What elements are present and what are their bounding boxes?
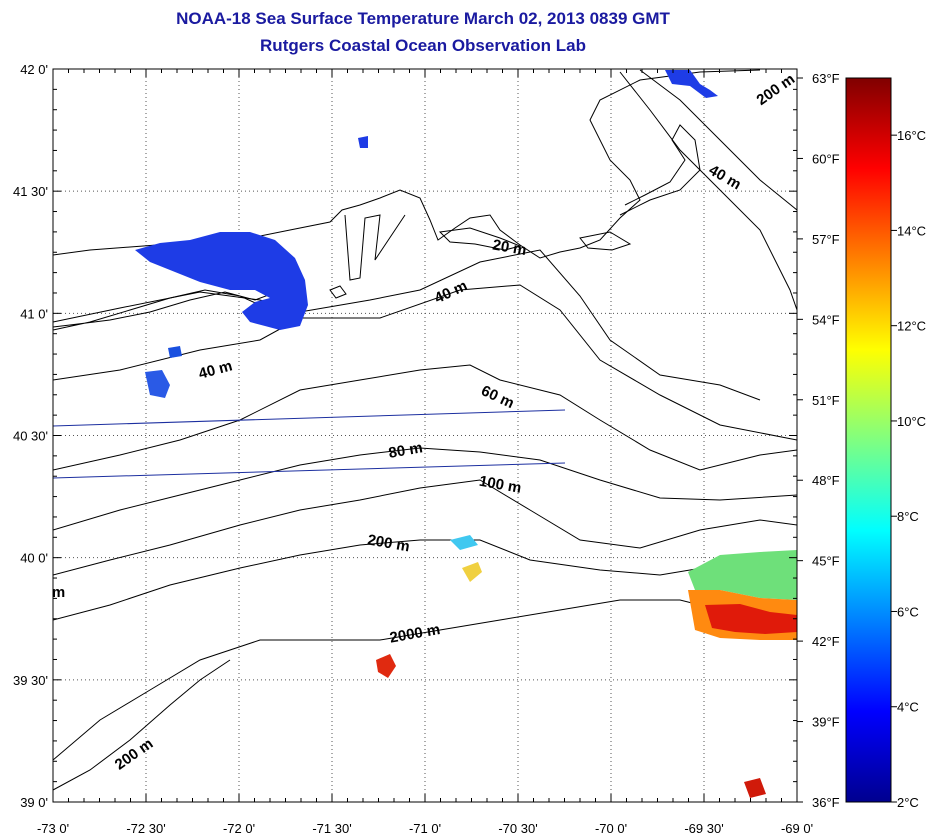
axis-tick-labels: -73 0' -72 30' -72 0' -71 30' -71 0' -70 30' -… — [13, 62, 813, 836]
lon-tick-label: -72 0' — [223, 821, 255, 836]
contour-200m — [53, 539, 797, 621]
map-subtitle: Rutgers Coastal Ocean Observation Lab — [260, 36, 586, 55]
colorbar-c-label: 2°C — [897, 795, 919, 810]
sst-patch-yellow — [462, 562, 482, 582]
sst-patch-blue-north — [665, 70, 718, 98]
lon-tick-label: -73 0' — [37, 821, 69, 836]
colorbar-labels: 63°F 60°F 57°F 54°F 51°F 48°F 45°F 42°F 39°F 36°F… — [797, 71, 926, 810]
lat-tick-label: 39 30' — [13, 673, 48, 688]
sst-patch-red-south — [744, 778, 766, 798]
swath-line-2 — [53, 462, 566, 479]
colorbar-f-label: 39°F — [812, 715, 840, 730]
colorbar-f-label: 60°F — [812, 151, 840, 166]
colorbar — [845, 77, 892, 803]
lat-tick-label: 41 0' — [20, 306, 48, 321]
colorbar-f-label: 54°F — [812, 312, 840, 327]
contour-label: 100 m — [478, 473, 523, 497]
lat-tick-label: 41 30' — [13, 184, 48, 199]
cape-cod — [619, 124, 701, 216]
contour-80m — [53, 447, 797, 531]
lat-tick-label: 40 0' — [20, 551, 48, 566]
colorbar-f-label: 57°F — [812, 232, 840, 247]
colorbar-c-label: 14°C — [897, 223, 926, 238]
sst-patch-cyan — [450, 535, 478, 550]
colorbar-c-label: 12°C — [897, 319, 926, 334]
contour-label: 2000 m — [388, 621, 441, 647]
colorbar-f-label: 36°F — [812, 795, 840, 810]
contour-label: 80 m — [387, 439, 424, 462]
contour-40m-north — [53, 284, 797, 441]
lon-tick-label: -70 30' — [498, 821, 537, 836]
colorbar-f-label: 48°F — [812, 473, 840, 488]
contour-label: 200 m — [366, 531, 411, 555]
contour-label: 40 m — [197, 357, 234, 382]
sst-patch-green-warm — [688, 550, 797, 600]
lon-tick-label: -71 0' — [409, 821, 441, 836]
colorbar-c-label: 10°C — [897, 414, 926, 429]
map-title: NOAA-18 Sea Surface Temperature March 02… — [176, 9, 670, 28]
contour-40m-gom — [619, 71, 797, 311]
colorbar-f-label: 51°F — [812, 393, 840, 408]
contour-200m-south — [53, 659, 231, 791]
contour-label: 40 m — [706, 162, 744, 194]
contour-label: 200 m — [112, 735, 157, 773]
contour-200m-gom — [639, 69, 797, 211]
sst-patch-red-small — [376, 654, 396, 678]
lat-tick-label: 42 0' — [20, 62, 48, 77]
colorbar-f-label: 45°F — [812, 554, 840, 569]
narragansett-bay — [344, 214, 406, 281]
sst-patch-blue-small — [168, 346, 182, 358]
colorbar-c-label: 4°C — [897, 700, 919, 715]
contour-100m — [53, 479, 797, 576]
sst-patch-blue-ny-bight — [145, 370, 170, 398]
sst-patch-red-warm — [705, 604, 797, 634]
contour-20m — [53, 249, 761, 401]
contour-label: 20 m — [491, 236, 528, 259]
colorbar-c-label: 8°C — [897, 509, 919, 524]
contour-label: 200 m — [754, 71, 799, 109]
sst-patch-blue-narrag — [358, 136, 368, 148]
lon-tick-label: -70 0' — [595, 821, 627, 836]
lon-tick-label: -69 30' — [684, 821, 723, 836]
new-england-coastline — [53, 69, 761, 259]
colorbar-c-label: 16°C — [897, 128, 926, 143]
lat-tick-label: 39 0' — [20, 795, 48, 810]
lon-tick-label: -72 30' — [126, 821, 165, 836]
axis-ticks — [52, 68, 798, 803]
sst-patch-blue-longisland-sound — [135, 232, 308, 330]
colorbar-f-label: 42°F — [812, 634, 840, 649]
swath-line-1 — [53, 409, 566, 427]
block-island — [329, 285, 347, 299]
coastline-and-bathymetry — [53, 69, 797, 791]
marthas-vineyard — [438, 227, 522, 251]
colorbar-f-label: 63°F — [812, 71, 840, 86]
contour-label: m — [52, 584, 65, 601]
nantucket — [579, 231, 632, 251]
lat-tick-label: 40 30' — [13, 429, 48, 444]
sst-data-layer — [135, 70, 797, 798]
lon-tick-label: -69 0' — [781, 821, 813, 836]
contour-60m — [53, 364, 797, 471]
colorbar-c-label: 6°C — [897, 604, 919, 619]
lon-tick-label: -71 30' — [312, 821, 351, 836]
contour-label: 60 m — [478, 382, 516, 412]
graticule-grid — [53, 69, 797, 802]
